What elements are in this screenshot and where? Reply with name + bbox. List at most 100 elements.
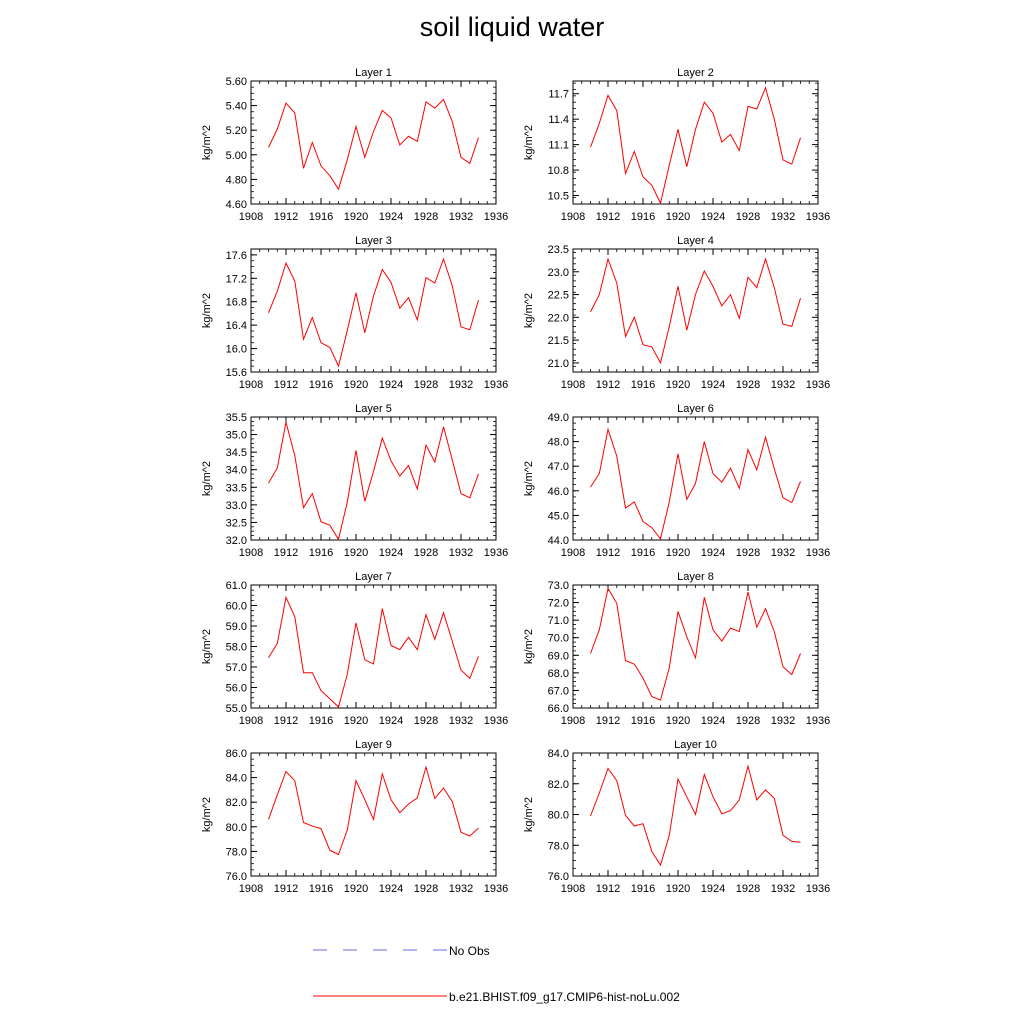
x-tick-label: 1924 <box>701 883 725 895</box>
y-tick-label: 34.5 <box>226 447 247 459</box>
x-tick-label: 1936 <box>484 883 508 895</box>
plot-frame <box>572 248 819 373</box>
x-tick-label: 1936 <box>806 715 830 727</box>
legend: No Obs b.e21.BHIST.f09_g17.CMIP6-hist-noL… <box>313 944 680 1004</box>
y-tick-label: 5.20 <box>226 125 247 137</box>
y-axis-label: kg/m^2 <box>523 461 535 496</box>
chart-title: soil liquid water <box>419 12 605 42</box>
chart-panel-9: Layer 9 kg/m^2 1908 1912 1916 1920 1924 1928 193… <box>201 739 508 895</box>
chart-panel-8: Layer 8 kg/m^2 1908 1912 1916 1920 1924 1928 193… <box>523 571 830 727</box>
x-tick-label: 1928 <box>414 547 438 559</box>
y-tick-label: 61.0 <box>226 580 247 592</box>
y-tick-label: 56.0 <box>226 683 247 695</box>
panel-title: Layer 1 <box>355 67 392 79</box>
panel-title: Layer 8 <box>677 571 714 583</box>
y-tick-label: 84.0 <box>548 748 569 760</box>
y-tick-label: 5.40 <box>226 101 247 113</box>
chart-panel-5: Layer 5 kg/m^2 1908 1912 1916 1920 1924 1928 193… <box>201 403 508 559</box>
x-tick-label: 1912 <box>596 547 620 559</box>
x-tick-label: 1916 <box>631 883 655 895</box>
panel-title: Layer 3 <box>355 235 392 247</box>
plot-frame <box>572 80 819 205</box>
y-tick-label: 49.0 <box>548 412 569 424</box>
x-tick-label: 1908 <box>239 379 263 391</box>
x-tick-label: 1908 <box>239 211 263 223</box>
y-tick-label: 72.0 <box>548 598 569 610</box>
y-tick-label: 11.1 <box>548 140 569 152</box>
x-tick-label: 1924 <box>379 211 403 223</box>
x-tick-label: 1928 <box>736 211 760 223</box>
x-tick-label: 1908 <box>561 211 585 223</box>
x-tick-label: 1928 <box>736 547 760 559</box>
x-tick-label: 1916 <box>309 211 333 223</box>
x-tick-label: 1920 <box>666 715 690 727</box>
y-axis-label: kg/m^2 <box>523 125 535 160</box>
x-tick-label: 1908 <box>239 715 263 727</box>
y-tick-label: 23.5 <box>548 244 569 256</box>
y-tick-label: 76.0 <box>548 871 569 883</box>
y-tick-label: 57.0 <box>226 662 247 674</box>
x-tick-label: 1924 <box>379 715 403 727</box>
plot-frame <box>250 584 497 709</box>
y-tick-label: 11.7 <box>548 89 569 101</box>
x-tick-label: 1908 <box>239 547 263 559</box>
y-tick-label: 5.60 <box>226 76 247 88</box>
x-tick-label: 1928 <box>736 379 760 391</box>
plot-frame <box>572 752 819 877</box>
x-tick-label: 1920 <box>666 547 690 559</box>
y-tick-label: 82.0 <box>226 797 247 809</box>
chart-panel-2: Layer 2 kg/m^2 1908 1912 1916 1920 1924 1928 193… <box>523 67 830 223</box>
y-tick-label: 58.0 <box>226 642 247 654</box>
x-tick-label: 1912 <box>274 547 298 559</box>
x-tick-label: 1936 <box>484 715 508 727</box>
x-tick-label: 1920 <box>666 211 690 223</box>
y-tick-label: 16.0 <box>226 344 247 356</box>
panel-title: Layer 9 <box>355 739 392 751</box>
series-line <box>268 98 479 191</box>
x-tick-label: 1912 <box>596 883 620 895</box>
x-tick-label: 1920 <box>344 379 368 391</box>
legend-label-1: No Obs <box>449 944 490 958</box>
x-tick-label: 1932 <box>771 715 795 727</box>
x-tick-label: 1928 <box>414 715 438 727</box>
x-tick-label: 1936 <box>806 883 830 895</box>
y-axis-label: kg/m^2 <box>523 629 535 664</box>
x-tick-label: 1932 <box>449 379 473 391</box>
x-tick-label: 1928 <box>414 379 438 391</box>
y-tick-label: 82.0 <box>548 779 569 791</box>
y-axis-label: kg/m^2 <box>201 293 213 328</box>
x-tick-label: 1908 <box>239 883 263 895</box>
x-tick-label: 1912 <box>274 715 298 727</box>
chart-panel-7: Layer 7 kg/m^2 1908 1912 1916 1920 1924 1928 193… <box>201 571 508 727</box>
plot-frame <box>250 752 497 877</box>
x-tick-label: 1924 <box>379 547 403 559</box>
y-tick-label: 32.5 <box>226 517 247 529</box>
x-tick-label: 1916 <box>631 715 655 727</box>
y-tick-label: 67.0 <box>548 685 569 697</box>
y-tick-label: 78.0 <box>548 840 569 852</box>
y-tick-label: 35.0 <box>226 430 247 442</box>
x-tick-label: 1920 <box>344 211 368 223</box>
x-tick-label: 1920 <box>666 883 690 895</box>
x-tick-label: 1912 <box>274 883 298 895</box>
series-line <box>268 422 479 541</box>
y-tick-label: 66.0 <box>548 703 569 715</box>
x-tick-label: 1936 <box>484 379 508 391</box>
x-tick-label: 1932 <box>449 883 473 895</box>
x-tick-label: 1920 <box>344 715 368 727</box>
x-tick-label: 1920 <box>344 547 368 559</box>
y-tick-label: 15.6 <box>226 367 247 379</box>
y-tick-label: 21.5 <box>548 335 569 347</box>
x-tick-label: 1928 <box>414 211 438 223</box>
x-tick-label: 1908 <box>561 715 585 727</box>
panel-title: Layer 2 <box>677 67 714 79</box>
series-line <box>590 257 801 365</box>
series-line <box>268 257 479 368</box>
chart-panel-3: Layer 3 kg/m^2 1908 1912 1916 1920 1924 1928 193… <box>201 235 508 391</box>
x-tick-label: 1916 <box>631 547 655 559</box>
chart-panel-1: Layer 1 kg/m^2 1908 1912 1916 1920 1924 1928 193… <box>201 67 508 223</box>
panel-title: Layer 7 <box>355 571 392 583</box>
chart-panel-4: Layer 4 kg/m^2 1908 1912 1916 1920 1924 1928 193… <box>523 235 830 391</box>
y-tick-label: 46.0 <box>548 486 569 498</box>
x-tick-label: 1924 <box>379 883 403 895</box>
